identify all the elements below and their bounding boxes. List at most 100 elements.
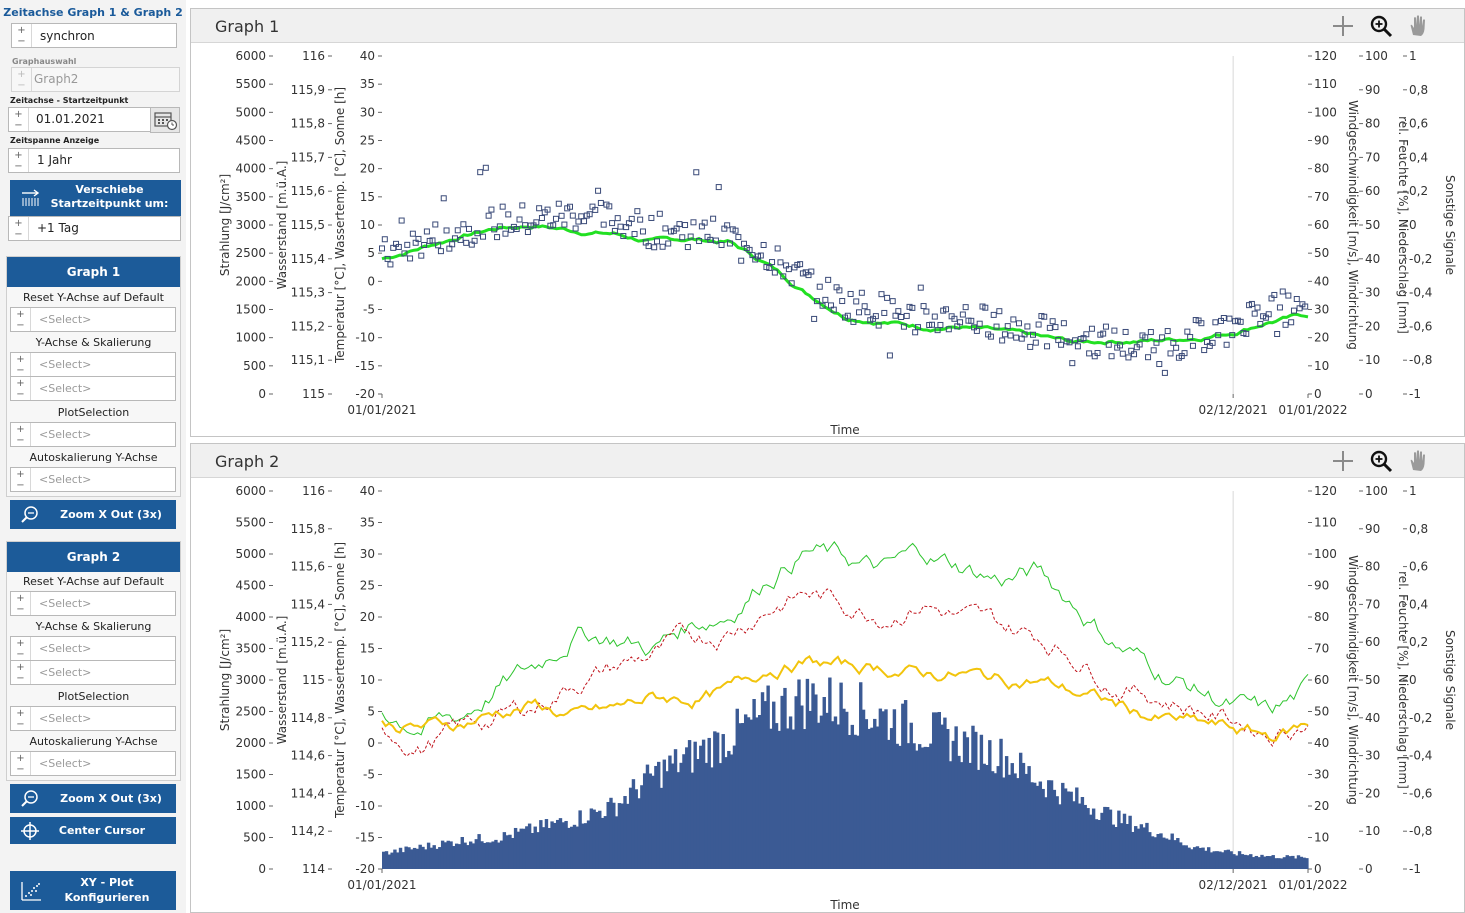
- temperature-marker: [662, 225, 669, 232]
- radiation-bar: [1058, 804, 1062, 869]
- y-tick-label: 60: [1365, 184, 1380, 198]
- radiation-bar: [398, 847, 403, 869]
- temperature-marker: [872, 313, 879, 320]
- span-field[interactable]: + − 1 Jahr: [8, 148, 180, 173]
- y-tick-label: 0: [1314, 387, 1322, 401]
- start-date-field[interactable]: + − 01.01.2021: [8, 107, 151, 132]
- radiation-bar: [1198, 847, 1202, 869]
- spin-buttons[interactable]: + −: [11, 752, 31, 775]
- spin-buttons[interactable]: + −: [11, 423, 31, 446]
- y-tick-label: 1500: [235, 768, 266, 782]
- y-tick-label: 115,8: [291, 522, 325, 536]
- spin-buttons[interactable]: + −: [11, 707, 31, 730]
- y-tick-label: 60: [1314, 673, 1329, 687]
- shift-start-button[interactable]: Verschiebe Startzeitpunkt um:: [10, 180, 181, 216]
- y-tick-label: 30: [360, 105, 375, 119]
- radiation-bar: [901, 703, 905, 869]
- shift-amount-field[interactable]: + − +1 Tag: [8, 216, 181, 241]
- radiation-bar: [802, 729, 807, 869]
- zoom-icon[interactable]: [1368, 448, 1394, 474]
- radiation-bar: [589, 808, 594, 869]
- spin-buttons[interactable]: + −: [11, 637, 31, 660]
- spin-buttons[interactable]: + −: [11, 353, 31, 376]
- temperature-marker: [693, 169, 700, 176]
- radiation-bar: [1052, 789, 1057, 869]
- radiation-bar: [788, 716, 793, 869]
- spin-buttons[interactable]: + −: [9, 108, 29, 131]
- xy-plot-button[interactable]: XY - Plot Konfigurieren: [10, 871, 176, 910]
- crosshair-icon[interactable]: [1330, 448, 1356, 474]
- y-scale-select-2[interactable]: + − <Select>: [10, 376, 176, 401]
- y-tick-label: 60: [1314, 218, 1329, 232]
- y-tick-label: -5: [363, 303, 375, 317]
- temperature-marker: [1015, 320, 1022, 327]
- temperature-marker: [712, 237, 719, 244]
- radiation-bar: [404, 846, 408, 869]
- radiation-bar: [508, 834, 512, 869]
- plotselection-select[interactable]: + − <Select>: [10, 422, 176, 447]
- graph1-plot[interactable]: 6000550050004500400035003000250020001500…: [191, 44, 1464, 437]
- calendar-button[interactable]: [150, 107, 180, 133]
- center-cursor-button[interactable]: Center Cursor: [10, 817, 176, 844]
- y-scale-select-1[interactable]: + − <Select>: [10, 636, 176, 661]
- y-scale-select-1[interactable]: + − <Select>: [10, 352, 176, 377]
- radiation-bar: [1153, 837, 1158, 869]
- radiation-bar: [1291, 855, 1295, 869]
- radiation-bar: [460, 837, 464, 869]
- y-tick-label: 0: [258, 387, 266, 401]
- zoom-icon[interactable]: [1368, 13, 1394, 39]
- spin-buttons[interactable]: + −: [11, 308, 31, 331]
- graph2-zoom-out-button[interactable]: Zoom X Out (3x): [10, 784, 176, 813]
- temperature-marker: [1282, 321, 1289, 328]
- y-tick-label: 40: [1365, 252, 1380, 266]
- y-tick-label: 50: [1314, 246, 1329, 260]
- y-tick-label: 80: [1314, 610, 1329, 624]
- radiation-bar: [637, 798, 641, 869]
- y-scale-select-2[interactable]: + − <Select>: [10, 660, 176, 685]
- autoscale-select[interactable]: + − <Select>: [10, 751, 176, 776]
- graph1-zoom-out-button[interactable]: Zoom X Out (3x): [10, 500, 176, 529]
- spin-buttons[interactable]: + −: [11, 592, 31, 615]
- temperature-marker: [496, 223, 503, 230]
- reset-y-select[interactable]: + − <Select>: [10, 591, 176, 616]
- radiation-bar: [1162, 837, 1166, 869]
- temperature-marker: [460, 221, 467, 228]
- radiation-bar: [407, 847, 411, 869]
- crosshair-icon[interactable]: [1330, 13, 1356, 39]
- spin-buttons[interactable]: + −: [11, 468, 31, 491]
- y-tick-label: 25: [360, 134, 375, 148]
- radiation-bar: [996, 766, 1000, 869]
- radiation-bar: [713, 731, 717, 869]
- plotselection-select[interactable]: + − <Select>: [10, 706, 176, 731]
- radiation-bar: [466, 845, 470, 869]
- radiation-bar: [948, 761, 953, 869]
- radiation-bar: [1066, 791, 1071, 869]
- spin-buttons[interactable]: + −: [9, 149, 29, 172]
- y-tick-label: 500: [243, 831, 266, 845]
- temperature-marker: [1066, 339, 1073, 346]
- pan-hand-icon[interactable]: [1405, 448, 1431, 474]
- temperature-marker: [1046, 324, 1053, 331]
- spin-buttons[interactable]: + −: [11, 377, 31, 400]
- spin-buttons[interactable]: + −: [12, 24, 32, 47]
- spin-buttons[interactable]: + −: [9, 217, 29, 240]
- y-tick-label: 6000: [235, 49, 266, 63]
- radiation-bar: [536, 832, 540, 869]
- radiation-bar: [1190, 849, 1194, 869]
- radiation-bar: [454, 843, 459, 869]
- radiation-bar: [609, 797, 613, 869]
- radiation-bar: [758, 715, 762, 869]
- reset-y-select[interactable]: + − <Select>: [10, 307, 176, 332]
- radiation-bar: [920, 747, 925, 869]
- radiation-bar: [898, 745, 902, 869]
- radiation-bar: [474, 839, 479, 869]
- spin-buttons[interactable]: + −: [11, 661, 31, 684]
- graph2-plot[interactable]: 6000550050004500400035003000250020001500…: [191, 479, 1464, 912]
- temperature-marker: [788, 280, 795, 287]
- radiation-bar: [752, 699, 756, 869]
- pan-hand-icon[interactable]: [1405, 13, 1431, 39]
- radiation-bar: [732, 745, 737, 869]
- temperature-marker: [738, 257, 745, 264]
- sync-selector[interactable]: + − synchron: [11, 23, 177, 48]
- autoscale-select[interactable]: + − <Select>: [10, 467, 176, 492]
